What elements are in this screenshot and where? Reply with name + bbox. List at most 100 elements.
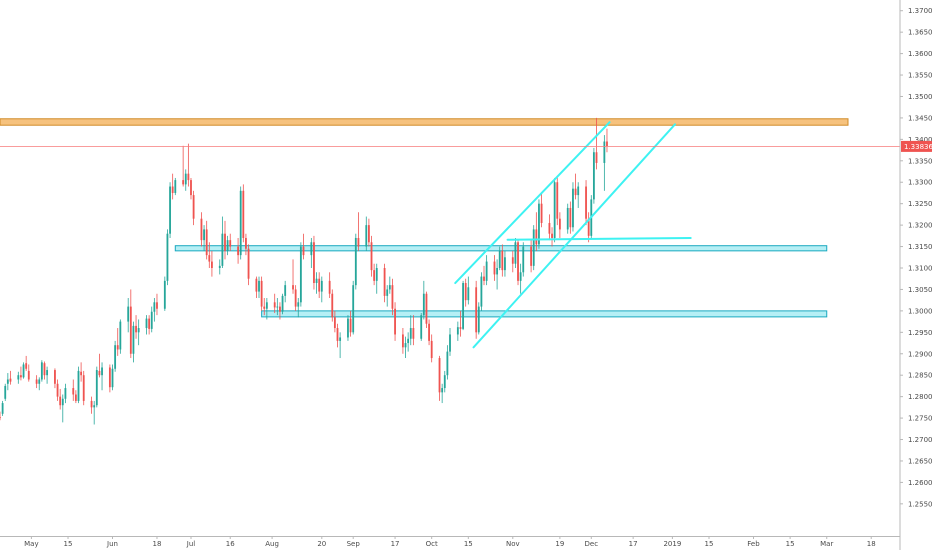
last-price-tag-bg <box>901 140 932 152</box>
candle-body <box>357 237 360 247</box>
candle <box>6 373 9 391</box>
candle-body <box>148 318 151 329</box>
candle <box>501 244 504 277</box>
candle-body <box>464 283 467 301</box>
time-tick-label: 15 <box>64 540 73 548</box>
candle-body <box>150 311 153 329</box>
candle-body <box>239 190 242 256</box>
candle <box>35 375 38 389</box>
price-axis[interactable]: 1.25500 1.26000 1.26500 1.27000 1.27500 1.280… <box>900 7 932 508</box>
candle-body <box>428 323 430 341</box>
candle <box>153 298 156 322</box>
price-tick-label: 1.30500 <box>908 286 932 294</box>
candle <box>299 242 302 307</box>
candle-body <box>501 250 504 271</box>
candle-body <box>349 318 352 333</box>
time-tick-label: 19 <box>555 540 564 548</box>
time-axis[interactable]: May 15 Jun 18 Jul 16 Aug 20 Sep 17 Oct 15 Nov 19 Dec 17… <box>24 536 876 548</box>
candle-body <box>587 218 590 236</box>
time-tick-label: Dec <box>585 540 599 548</box>
price-tick-label: 1.26500 <box>908 457 932 465</box>
candle <box>574 173 577 200</box>
candle-body <box>111 368 114 388</box>
candle <box>182 145 185 187</box>
candle <box>226 235 229 256</box>
candle <box>420 313 423 341</box>
candle-body <box>370 242 373 271</box>
candle-body <box>352 285 355 333</box>
candle-body <box>9 378 12 382</box>
candle-body <box>163 280 166 309</box>
candle-body <box>373 270 376 281</box>
last-price-tag-label: 1.33836 <box>904 143 932 151</box>
candle-body <box>530 246 533 266</box>
candle-body <box>98 370 101 376</box>
candle-body <box>595 152 598 163</box>
candle <box>135 315 137 339</box>
candle-body <box>129 306 132 354</box>
candle-body <box>169 186 171 234</box>
candle <box>145 315 148 335</box>
candle-body <box>551 233 553 238</box>
candle-body <box>101 367 103 376</box>
candle-body <box>35 379 38 384</box>
candle <box>467 276 470 305</box>
candle <box>370 235 373 277</box>
candle-body <box>82 375 85 401</box>
candle-body <box>174 180 177 193</box>
candle <box>336 323 339 348</box>
candle-body <box>132 325 135 354</box>
candle <box>82 370 85 406</box>
candle <box>190 177 192 200</box>
candle-body <box>383 268 386 296</box>
candle-body <box>0 417 1 419</box>
candle-body <box>514 242 517 264</box>
candle-body <box>318 278 321 292</box>
price-tick-label: 1.33000 <box>908 179 932 187</box>
candle <box>98 353 101 378</box>
candle-body <box>54 370 56 384</box>
candle-body <box>401 334 404 348</box>
candle-body <box>522 246 525 273</box>
candle-body <box>77 370 80 401</box>
candle <box>459 310 462 337</box>
candle-body <box>585 186 587 219</box>
time-tick-label: Aug <box>265 540 279 548</box>
candle-body <box>409 328 412 339</box>
time-tick-label: 15 <box>464 540 473 548</box>
candle <box>211 250 213 277</box>
candle <box>224 220 226 260</box>
time-tick-label: 15 <box>786 540 795 548</box>
price-tick-label: 1.27500 <box>908 415 932 423</box>
candle <box>174 177 177 196</box>
time-tick-label: Feb <box>747 540 760 548</box>
candle-body <box>480 276 483 307</box>
candle-body <box>441 388 444 393</box>
candle-body <box>519 272 522 281</box>
candle <box>258 276 260 299</box>
candle-body <box>404 343 407 348</box>
candle <box>592 147 595 204</box>
candle <box>425 291 428 329</box>
candle <box>401 328 404 354</box>
price-tick-label: 1.25500 <box>908 500 932 508</box>
candle <box>480 272 483 311</box>
candle <box>514 237 517 268</box>
candle-body <box>592 152 595 200</box>
price-tick-label: 1.35000 <box>908 93 932 101</box>
candle-body <box>229 240 232 247</box>
candle <box>281 293 284 315</box>
candle <box>208 242 211 268</box>
candle <box>331 289 334 322</box>
candle <box>404 336 407 359</box>
candle <box>430 334 433 363</box>
candle <box>328 272 331 299</box>
candle <box>148 315 151 335</box>
candle-body <box>80 371 83 376</box>
candle <box>1 400 4 416</box>
candle <box>129 289 132 359</box>
candle-body <box>22 364 25 378</box>
candle <box>572 182 574 232</box>
candle-body <box>203 229 205 241</box>
